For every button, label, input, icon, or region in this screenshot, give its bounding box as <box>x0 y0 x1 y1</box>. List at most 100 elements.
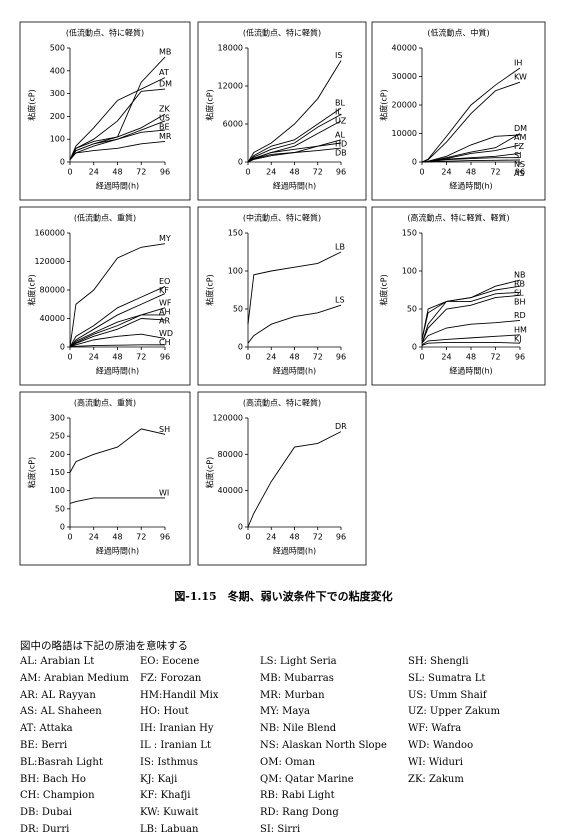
series-line <box>69 129 166 160</box>
panel-border <box>19 206 191 386</box>
series-line <box>69 88 166 160</box>
y-axis-label: 粘度(cP) <box>205 89 215 120</box>
series-line <box>247 114 342 163</box>
x-axis-label: 経過時間(h) <box>449 181 492 191</box>
x-tick-label: 0 <box>67 168 72 177</box>
y-tick-label: 300 <box>50 89 65 98</box>
series-line <box>69 344 165 348</box>
abbreviation: RB: Rabi Light <box>260 790 335 802</box>
series-label: NB <box>514 271 525 280</box>
abbreviation: MB: Mubarras <box>260 672 334 684</box>
series-label: CH <box>159 338 171 347</box>
x-tick-label: 72 <box>490 353 500 362</box>
y-tick-label: 40000 <box>218 486 243 495</box>
series-line <box>69 243 166 348</box>
x-tick-label: 0 <box>419 168 424 177</box>
series-label: WI <box>159 488 169 497</box>
x-tick-label: 48 <box>112 353 122 362</box>
x-tick-label: 48 <box>112 533 122 542</box>
abbreviation: ZK: Zakum <box>408 773 464 785</box>
panel-border <box>371 21 546 201</box>
x-tick-label: 0 <box>67 533 72 542</box>
x-tick-label: 72 <box>313 353 323 362</box>
x-tick-label: 48 <box>466 353 476 362</box>
series-line <box>421 285 521 340</box>
chart-panel: (高流動点、特に軽質、軽質) 0 50 100 150 0 24 48 72 96 経過時間(h) 粘… <box>371 206 546 386</box>
y-tick-label: 100 <box>402 267 417 276</box>
y-tick-label: 20000 <box>392 101 417 110</box>
series-label: LS <box>335 296 345 305</box>
chart-panel: (高流動点、特に軽質) 0 40000 80000 120000 0 24 48 72 96 経過時… <box>197 391 367 566</box>
x-tick-label: 0 <box>245 533 250 542</box>
series-label: DB <box>335 148 347 157</box>
abbreviation: DB: Dubai <box>20 807 72 819</box>
abbreviation: US: Umm Shaif <box>408 689 487 701</box>
x-tick-label: 72 <box>136 168 146 177</box>
series-label: LB <box>335 243 345 252</box>
series-line <box>247 120 342 163</box>
abbreviation: WI: Widuri <box>408 756 463 768</box>
series-label: AT <box>159 68 169 77</box>
chart-title: (高流動点、特に軽質、軽質) <box>407 213 509 223</box>
abbreviation: NS: Alaskan North Slope <box>260 740 387 751</box>
y-axis-label: 粘度(cP) <box>205 457 215 488</box>
abbreviation: SH: Shengli <box>408 656 469 667</box>
x-tick-label: 72 <box>490 168 500 177</box>
abbreviation: HM:Handil Mix <box>140 689 219 701</box>
series-label: RB <box>514 280 525 289</box>
y-tick-label: 0 <box>238 523 243 532</box>
x-tick-label: 0 <box>245 353 250 362</box>
series-line <box>69 307 166 348</box>
x-tick-label: 48 <box>466 168 476 177</box>
y-axis-label: 粘度(cP) <box>27 274 37 305</box>
series-line <box>69 293 166 348</box>
series-label: RD <box>514 311 526 320</box>
abbreviation: CH: Champion <box>20 790 95 802</box>
abbreviation: LS: Light Seria <box>260 656 337 667</box>
panel-border <box>197 21 367 201</box>
abbreviation: IL : Iranian Lt <box>140 740 211 751</box>
abbreviation: RD: Rang Dong <box>260 807 339 819</box>
series-line <box>421 81 521 163</box>
y-axis-label: 粘度(cP) <box>27 457 37 488</box>
x-tick-label: 96 <box>336 533 346 542</box>
x-tick-label: 96 <box>160 168 170 177</box>
series-label: BE <box>159 123 170 132</box>
abbreviation: SL: Sumatra Lt <box>408 672 486 684</box>
abbreviation: BH: Bach Ho <box>20 773 86 785</box>
series-label: KJ <box>514 334 522 343</box>
x-tick-label: 96 <box>336 353 346 362</box>
series-line <box>247 304 342 344</box>
abbreviation: NB: Nile Blend <box>260 723 337 735</box>
y-tick-label: 0 <box>60 523 65 532</box>
series-line <box>247 60 342 163</box>
y-tick-label: 120000 <box>34 257 65 266</box>
y-tick-label: 50 <box>233 305 243 314</box>
series-label: AM <box>514 133 526 142</box>
x-tick-label: 96 <box>336 168 346 177</box>
y-tick-label: 40000 <box>40 314 65 323</box>
y-tick-label: 18000 <box>218 44 243 53</box>
y-tick-label: 200 <box>50 112 65 121</box>
series-line <box>421 334 521 346</box>
x-tick-label: 24 <box>266 168 276 177</box>
series-label: AS <box>514 169 525 178</box>
series-label: BH <box>514 298 526 307</box>
series-line <box>69 120 166 161</box>
series-line <box>247 251 342 325</box>
chart-title: (中流動点、特に軽質) <box>243 213 321 223</box>
series-label: WD <box>159 329 173 338</box>
series-line <box>69 318 166 348</box>
series-label: AL <box>335 130 345 139</box>
x-tick-label: 24 <box>89 168 99 177</box>
series-line <box>247 147 342 163</box>
series-label: MY <box>159 234 171 243</box>
y-axis-label: 粘度(cP) <box>379 274 389 305</box>
chart-panel: (中流動点、特に軽質) 0 50 100 150 0 24 48 72 96 経過時間(h) 粘度(c… <box>197 206 367 386</box>
chart-title: (低流動点、重質) <box>74 213 136 223</box>
series-label: MR <box>159 132 172 141</box>
series-label: KF <box>159 286 169 295</box>
panel-border <box>19 391 191 566</box>
panel-border <box>371 206 546 386</box>
